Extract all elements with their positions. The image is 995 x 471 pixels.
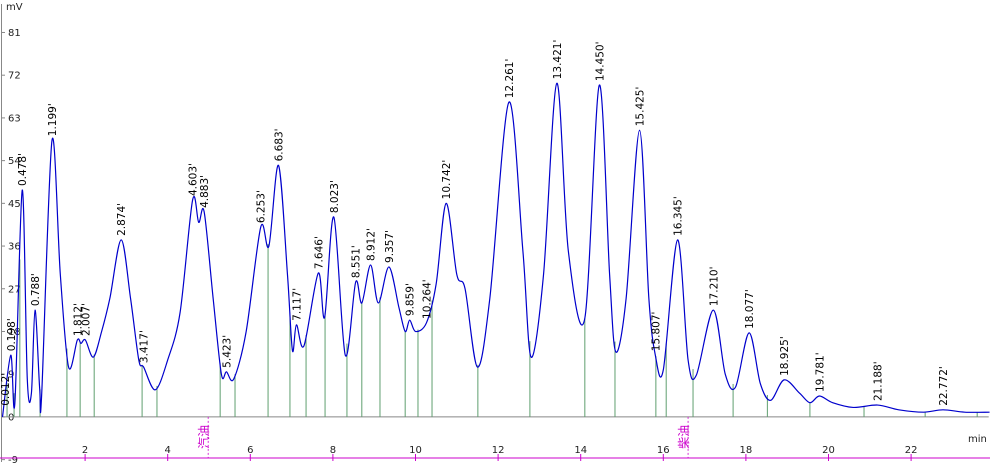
y-tick-label: 18 [8,327,21,338]
marker-label: 汽油 [196,425,211,449]
peak-label: 0.788' [30,273,42,306]
x-tick-label: 4 [165,445,171,456]
peak-label: 7.646' [313,236,325,269]
y-tick-label: -9 [8,455,18,466]
x-tick-label: 12 [492,445,505,456]
y-tick-label: 63 [8,113,21,124]
x-tick-label: 2 [82,445,88,456]
x-tick-label: 18 [740,445,753,456]
peak-label: 7.117' [291,288,303,321]
peak-label: 8.023' [329,180,341,213]
x-tick-label: 10 [409,445,422,456]
y-tick-label: 81 [8,28,21,39]
peak-label: 8.912' [366,228,378,261]
peak-label: 22.772' [938,366,950,406]
peak-label: 19.781' [814,352,826,392]
x-tick-label: 20 [822,445,835,456]
peak-label: 4.883' [199,175,211,208]
peak-label: 1.199' [47,103,59,136]
y-tick-label: 9 [8,370,14,381]
x-axis-label: min [968,434,987,445]
peak-label: 15.425' [635,87,647,127]
marker-label: 柴油 [677,425,691,449]
peak-label: 9.357' [384,230,396,263]
y-tick-label: 72 [8,71,21,82]
peak-label: 12.261' [504,59,516,99]
peak-label: 14.450' [594,42,606,82]
peak-label: 3.417' [139,330,151,363]
peak-label: 6.683' [274,128,286,161]
peak-label: 2.007' [80,303,92,336]
peak-label: 10.742' [441,160,453,200]
y-tick-label: 54 [8,156,21,167]
peak-label: 10.264' [421,279,433,319]
peak-label: 5.423' [221,335,233,368]
peak-label: 0.198' [6,318,18,351]
peak-label: 0.012' [0,373,12,406]
peak-label: 21.188' [873,361,885,401]
peak-label: 0.478' [17,153,29,186]
peak-label: 6.253' [256,190,268,223]
peak-label: 8.551' [351,245,363,278]
peak-label: 18.925' [779,336,791,376]
peak-label: 15.807' [650,312,662,352]
peak-label: 18.077' [744,289,756,329]
x-tick-label: 16 [657,445,670,456]
peak-label: 1.812' [72,303,84,336]
x-tick-label: 22 [905,445,918,456]
peak-label: 13.421' [552,40,564,80]
x-tick-label: 6 [247,445,253,456]
peak-label: 9.859' [405,283,417,316]
peak-label: 2.874' [116,203,128,236]
peak-label: 4.603' [188,163,200,196]
x-tick-label: 8 [330,445,336,456]
peak-label: 17.210' [708,266,720,306]
trace-line [1,82,990,417]
y-tick-label: 0 [8,412,14,423]
y-tick-label: 27 [8,284,21,295]
peak-label: 16.345' [673,196,685,236]
y-tick-label: 45 [8,199,21,210]
y-axis-label: mV [6,2,23,13]
y-tick-label: 36 [8,242,21,253]
x-tick-label: 14 [574,445,587,456]
